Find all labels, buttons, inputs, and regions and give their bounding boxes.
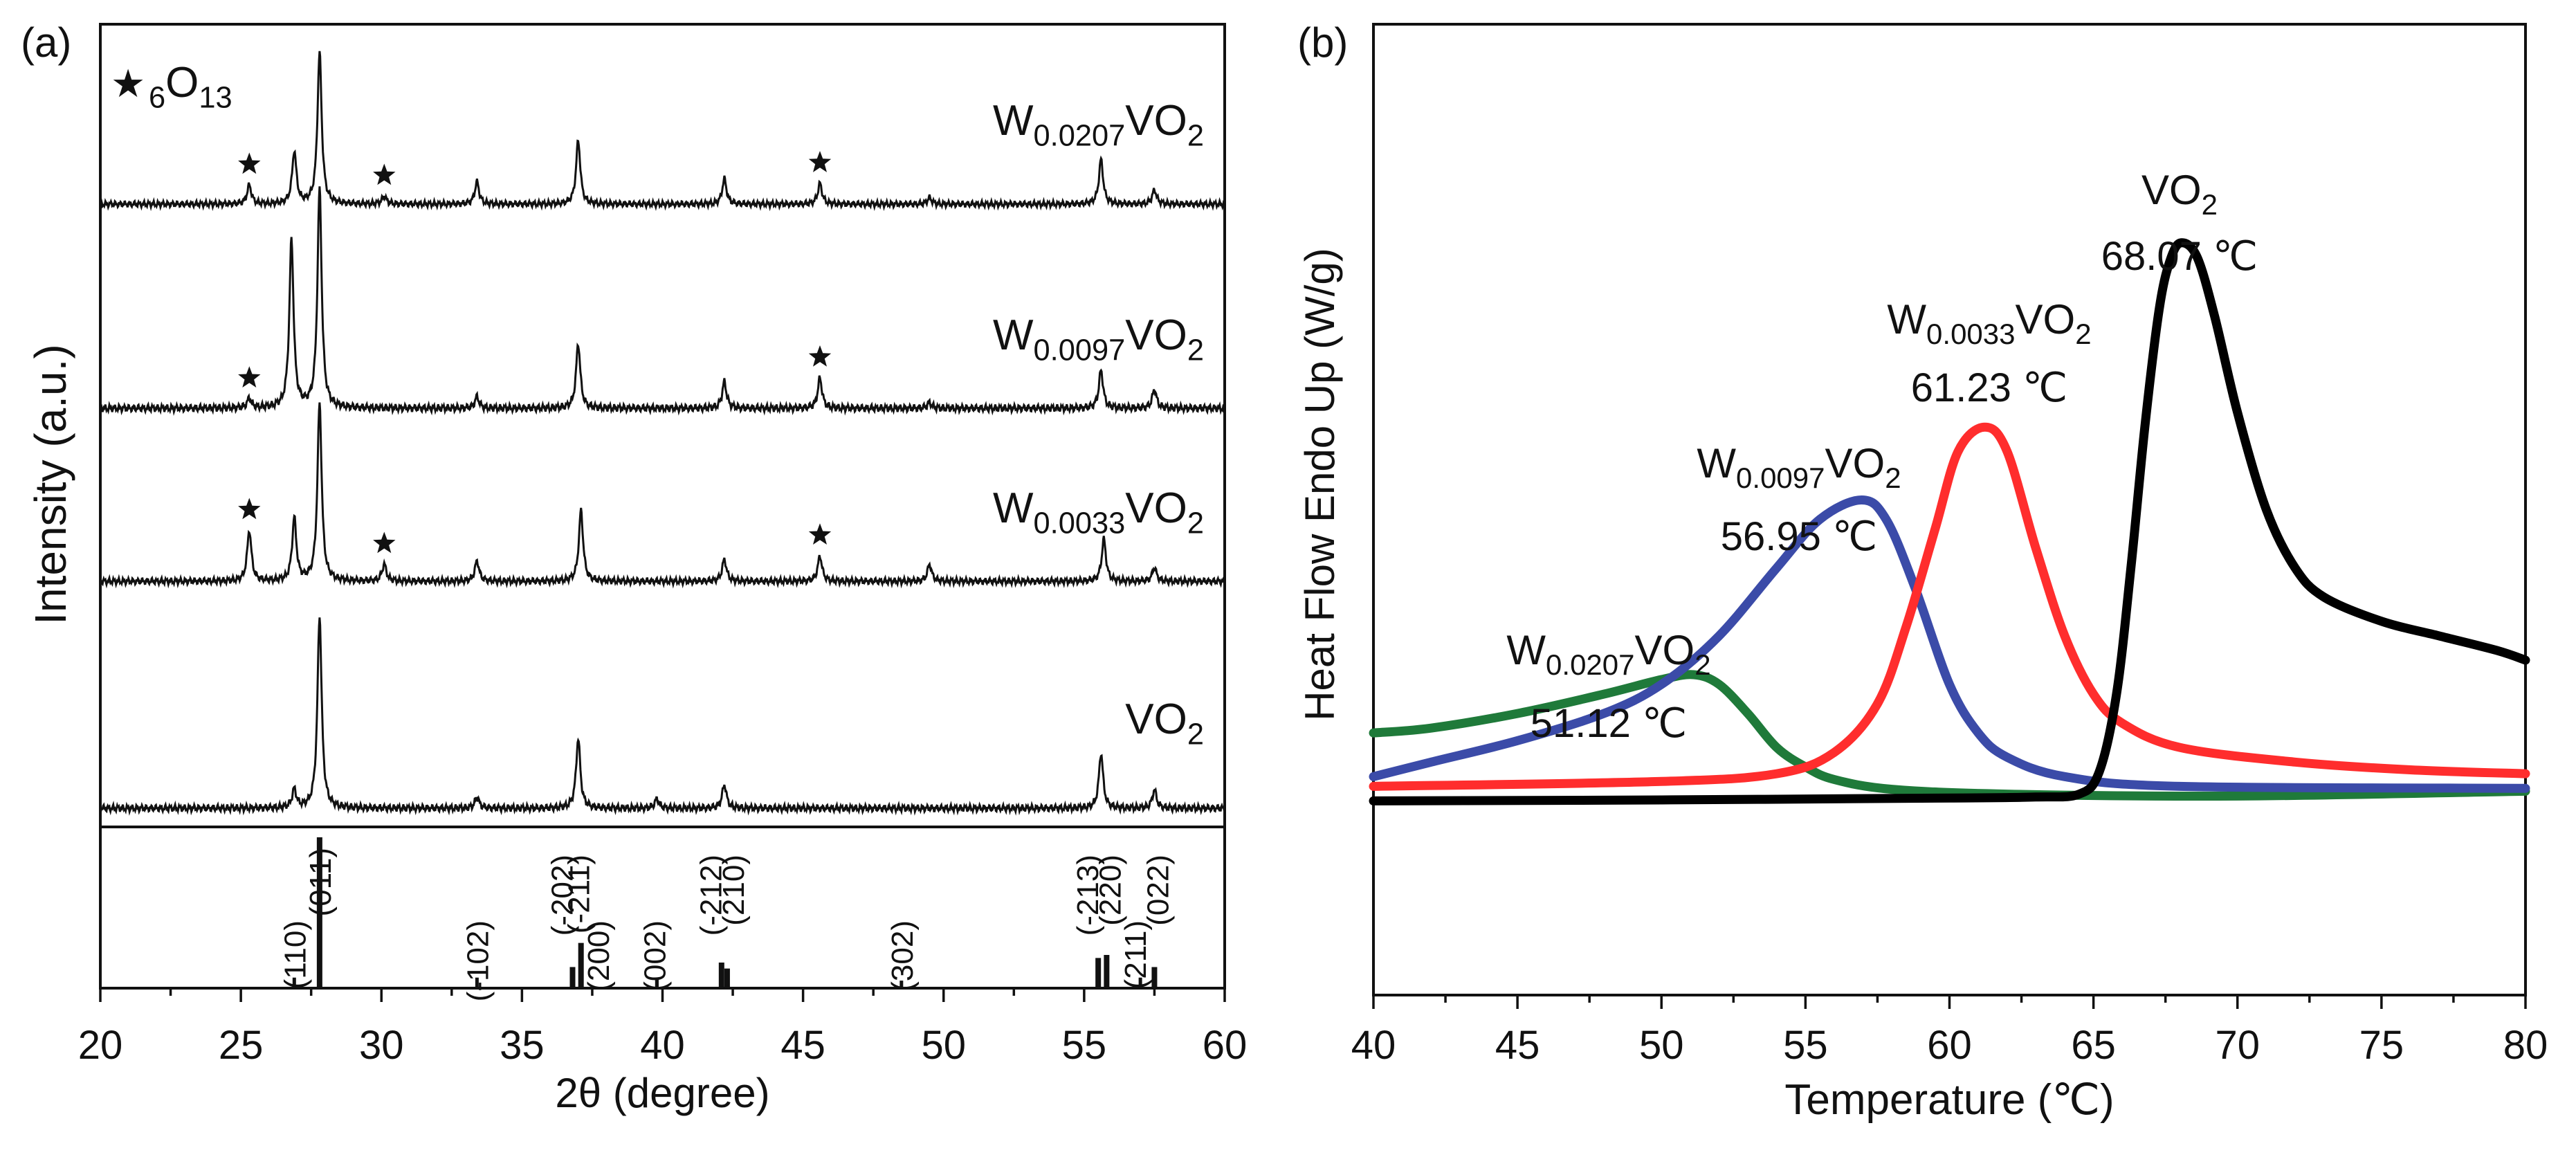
panel-b-dsc: 40 45 50 55 60 65 70 75 80 Temperature (℃) Heat Fl… (1297, 19, 2548, 1124)
xrd-trace-W0.0033VO2 (100, 403, 1224, 585)
reference-hkl-label: (022) (1142, 855, 1176, 926)
reference-hkl-label: (011) (304, 848, 338, 916)
peak-series-label-W0.0207VO2: W0.0207VO2 (1506, 627, 1710, 681)
xrd-trace-W0.0097VO2 (100, 186, 1224, 412)
y-axis-label-a: Intensity (a.u.) (26, 344, 75, 625)
reference-hkl-label: (302) (886, 920, 920, 992)
peak-series-label-W0.0207VO2-pre: W (1506, 627, 1546, 673)
legend-v6o13-sub2: 13 (199, 82, 232, 115)
xrd-trace-VO2 (100, 617, 1224, 812)
x-tick-label-b-45: 45 (1495, 1023, 1540, 1068)
v6o13-marker-star-icon (238, 498, 260, 520)
v6o13-marker-star-icon (373, 532, 395, 554)
peak-series-label-W0.0097VO2-mid: VO (1825, 440, 1885, 486)
series-label-W0.0207VO2-sub2: 2 (1187, 120, 1204, 153)
peak-series-label-W0.0097VO2-sub1: 0.0097 (1736, 462, 1825, 494)
peak-series-label-W0.0207VO2-sub2: 2 (1695, 648, 1710, 681)
peak-series-label-W0.0097VO2-pre: W (1697, 440, 1736, 486)
x-tick-label-a-40: 40 (640, 1023, 685, 1068)
x-tick-label-a-45: 45 (780, 1023, 825, 1068)
reference-hkl-label: (220) (1093, 855, 1127, 926)
series-label-W0.0207VO2-mid: VO (1125, 97, 1187, 145)
x-tick-label-b-50: 50 (1639, 1023, 1684, 1068)
x-axis-label-a: 2θ (degree) (555, 1070, 769, 1116)
series-label-W0.0033VO2-sub2: 2 (1187, 507, 1204, 540)
series-label-W0.0097VO2-pre: W (993, 311, 1034, 359)
peak-series-label-W0.0097VO2-sub2: 2 (1885, 462, 1901, 494)
legend-v6o13-sub1: 6 (149, 82, 165, 115)
panel-a-xrd: 20 25 30 35 40 45 50 55 60 2θ (degree) Intensity (… (21, 19, 1247, 1116)
peak-temperature-label-W0.0207VO2: 51.12 ℃ (1531, 701, 1687, 746)
series-label-VO2: VO2 (1125, 695, 1204, 751)
legend-v6o13: 6O13 (149, 59, 232, 115)
panel-label-b: (b) (1297, 19, 1348, 66)
reference-hkl-label: (200) (582, 920, 616, 992)
peak-series-label-W0.0207VO2-mid: VO (1635, 627, 1695, 673)
v6o13-marker-star-icon (809, 523, 831, 545)
peak-series-label-VO2-sub2: 2 (2202, 188, 2218, 221)
peak-series-label-W0.0033VO2-sub1: 0.0033 (1926, 318, 2015, 350)
reference-hkl-label: (002) (638, 920, 672, 992)
v6o13-marker-star-icon (373, 164, 395, 185)
peak-temperature-label-VO2: 68.07 ℃ (2101, 234, 2258, 279)
x-tick-label-b-75: 75 (2359, 1023, 2404, 1068)
peak-series-label-W0.0033VO2-sub2: 2 (2075, 318, 2091, 350)
x-tick-label-a-35: 35 (500, 1023, 545, 1068)
x-tick-label-a-30: 30 (359, 1023, 404, 1068)
series-label-W0.0033VO2: W0.0033VO2 (993, 484, 1204, 540)
series-label-W0.0097VO2-sub1: 0.0097 (1034, 334, 1126, 367)
x-tick-label-a-20: 20 (78, 1023, 123, 1068)
legend-star-icon: ★ (111, 62, 145, 105)
chart-canvas: 20 25 30 35 40 45 50 55 60 2θ (degree) Intensity (… (0, 0, 2576, 1157)
series-label-VO2-sub2: 2 (1187, 718, 1204, 751)
peak-temperature-label-W0.0033VO2: 61.23 ℃ (1911, 365, 2067, 410)
peak-series-label-VO2-pre: VO (2141, 167, 2202, 213)
peak-series-label-W0.0033VO2: W0.0033VO2 (1887, 296, 2091, 350)
v6o13-marker-star-icon (238, 152, 260, 174)
reference-hkl-label: (210) (717, 855, 751, 926)
series-label-W0.0207VO2-pre: W (993, 97, 1034, 145)
panel-b-frame (1373, 24, 2525, 995)
panel-label-a: (a) (21, 19, 71, 66)
panel-a-frame (100, 24, 1225, 988)
reference-hkl-label: (211) (1119, 920, 1153, 989)
x-tick-label-b-40: 40 (1351, 1023, 1396, 1068)
peak-series-label-W0.0033VO2-pre: W (1887, 296, 1926, 343)
legend-v6o13-mid: O (165, 59, 199, 107)
peak-series-label-VO2: VO2 (2141, 167, 2218, 221)
series-label-W0.0097VO2-sub2: 2 (1187, 334, 1204, 367)
series-label-W0.0033VO2-pre: W (993, 484, 1034, 532)
v6o13-marker-star-icon (809, 345, 831, 367)
series-label-VO2-pre: VO (1125, 695, 1187, 743)
peak-series-label-W0.0207VO2-sub1: 0.0207 (1546, 648, 1634, 681)
x-tick-label-b-70: 70 (2215, 1023, 2260, 1068)
v6o13-marker-star-icon (809, 151, 831, 172)
x-axis-label-b: Temperature (℃) (1784, 1076, 2114, 1124)
series-label-W0.0097VO2: W0.0097VO2 (993, 311, 1204, 367)
x-tick-label-b-55: 55 (1783, 1023, 1828, 1068)
reference-hkl-label: (-102) (461, 920, 495, 1001)
v6o13-marker-star-icon (238, 366, 260, 388)
x-tick-label-a-25: 25 (219, 1023, 264, 1068)
x-tick-label-a-60: 60 (1203, 1023, 1248, 1068)
series-label-W0.0033VO2-sub1: 0.0033 (1034, 507, 1126, 540)
series-label-W0.0097VO2-mid: VO (1125, 311, 1187, 359)
reference-hkl-label: (110) (278, 920, 312, 989)
x-tick-label-b-60: 60 (1927, 1023, 1972, 1068)
peak-series-label-W0.0097VO2: W0.0097VO2 (1697, 440, 1901, 494)
x-tick-label-a-50: 50 (921, 1023, 966, 1068)
series-label-W0.0207VO2: W0.0207VO2 (993, 97, 1204, 153)
peak-series-label-W0.0033VO2-mid: VO (2016, 296, 2076, 343)
x-tick-label-a-55: 55 (1062, 1023, 1107, 1068)
x-tick-label-b-65: 65 (2071, 1023, 2116, 1068)
y-axis-label-b: Heat Flow Endo Up (W/g) (1297, 248, 1343, 721)
series-label-W0.0033VO2-mid: VO (1125, 484, 1187, 532)
series-label-W0.0207VO2-sub1: 0.0207 (1034, 120, 1126, 153)
peak-temperature-label-W0.0097VO2: 56.95 ℃ (1721, 514, 1877, 559)
x-tick-label-b-80: 80 (2503, 1023, 2548, 1068)
